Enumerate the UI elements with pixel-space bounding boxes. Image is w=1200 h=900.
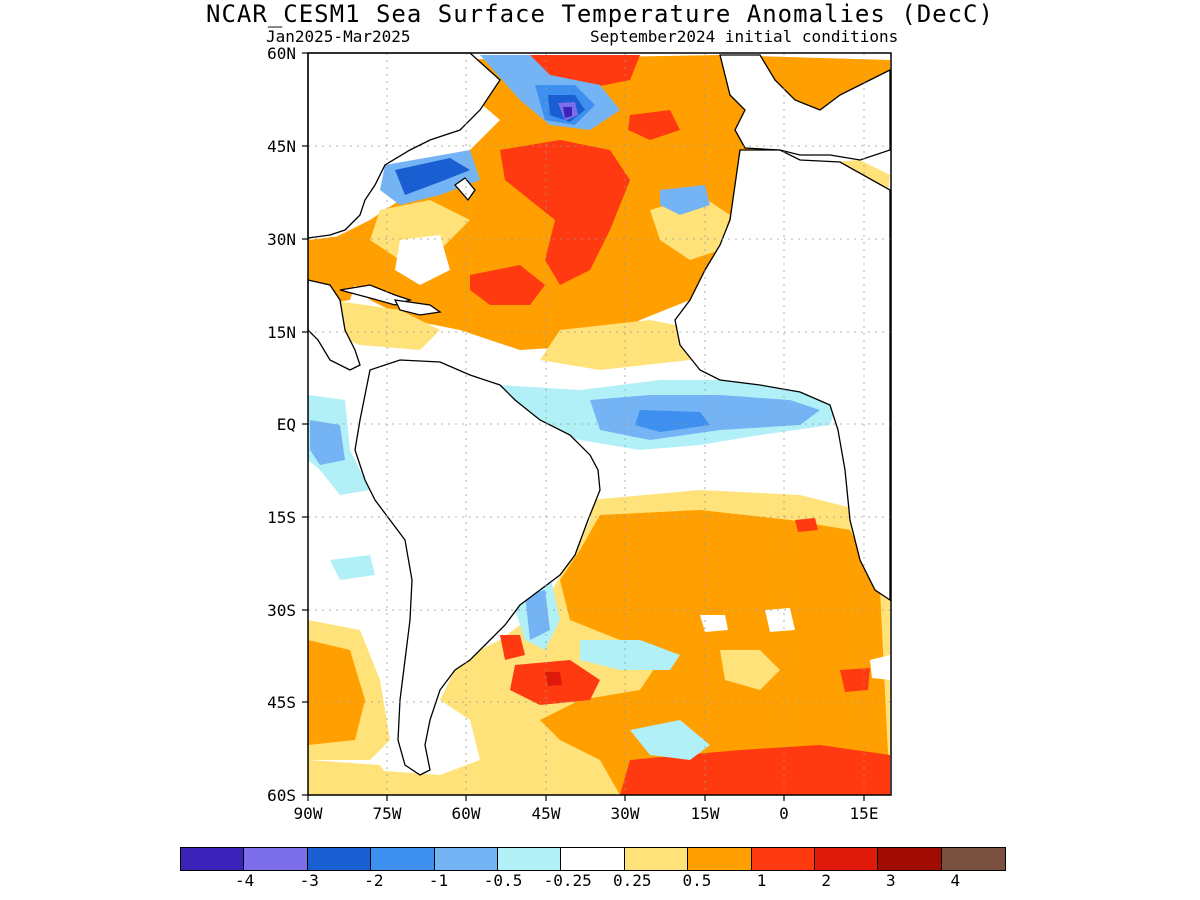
colorbar-tick-label: -0.5	[483, 871, 523, 890]
lon-label-15w: 15W	[690, 804, 720, 823]
colorbar-swatch	[307, 848, 372, 870]
colorbar-swatch	[497, 848, 562, 870]
lat-label-45n: 45N	[267, 137, 296, 156]
colorbar-tick-label: 4	[950, 871, 961, 890]
colorbar-tick-label: 0.25	[613, 871, 652, 890]
colorbar-tick-label: 0.5	[682, 871, 712, 890]
lon-label-75w: 75W	[372, 804, 402, 823]
colorbar-swatch	[688, 848, 752, 870]
lon-label-45w: 45W	[531, 804, 561, 823]
graticule	[308, 53, 891, 795]
initial-conditions: September2024 initial conditions	[590, 27, 899, 46]
lat-label-15s: 15S	[267, 508, 296, 527]
colorbar-swatch	[181, 848, 245, 870]
south-america-land	[354, 359, 601, 776]
lat-label-15n: 15N	[267, 323, 296, 342]
colorbar-tick-label: 1	[756, 871, 767, 890]
lon-label-60w: 60W	[451, 804, 481, 823]
lon-label-90w: 90W	[293, 804, 323, 823]
colorbar-swatch	[814, 848, 879, 870]
colorbar-swatch	[371, 848, 435, 870]
forecast-period: Jan2025-Mar2025	[266, 27, 411, 46]
lat-label-60s: 60S	[267, 786, 296, 805]
lat-label-60n: 60N	[267, 44, 296, 63]
colorbar-swatch	[941, 848, 1006, 870]
colorbar-swatch	[244, 848, 308, 870]
europe-land	[719, 54, 891, 161]
lat-label-30n: 30N	[267, 230, 296, 249]
land-masses	[307, 52, 891, 776]
colorbar-tick-label: 2	[821, 871, 831, 890]
africa-land	[674, 149, 891, 602]
lon-label-30w: 30W	[610, 804, 640, 823]
colorbar-swatch	[751, 848, 815, 870]
colorbar-tick-label: -1	[428, 871, 449, 890]
colorbar-tick-label: 3	[885, 871, 896, 890]
colorbar-swatch	[561, 848, 625, 870]
n-atlantic-red-patch	[500, 140, 630, 285]
colorbar-tick-label: -0.25	[543, 871, 592, 890]
lon-label-0: 0	[779, 804, 789, 823]
lat-label-45s: 45S	[267, 693, 296, 712]
north-america-land	[307, 52, 501, 239]
lon-label-15e: 15E	[849, 804, 879, 823]
colorbar-tick-label: -2	[364, 871, 384, 890]
colorbar	[180, 847, 1007, 871]
chart-title: NCAR_CESM1 Sea Surface Temperature Anoma…	[206, 0, 994, 28]
lat-label-eq: EQ	[276, 415, 296, 434]
lat-label-30s: 30S	[267, 601, 296, 620]
colorbar-swatch	[878, 848, 942, 870]
colorbar-tick-label: -4	[234, 871, 255, 890]
colorbar-swatch	[434, 848, 498, 870]
colorbar-swatch	[624, 848, 689, 870]
colorbar-tick-label: -3	[299, 871, 319, 890]
